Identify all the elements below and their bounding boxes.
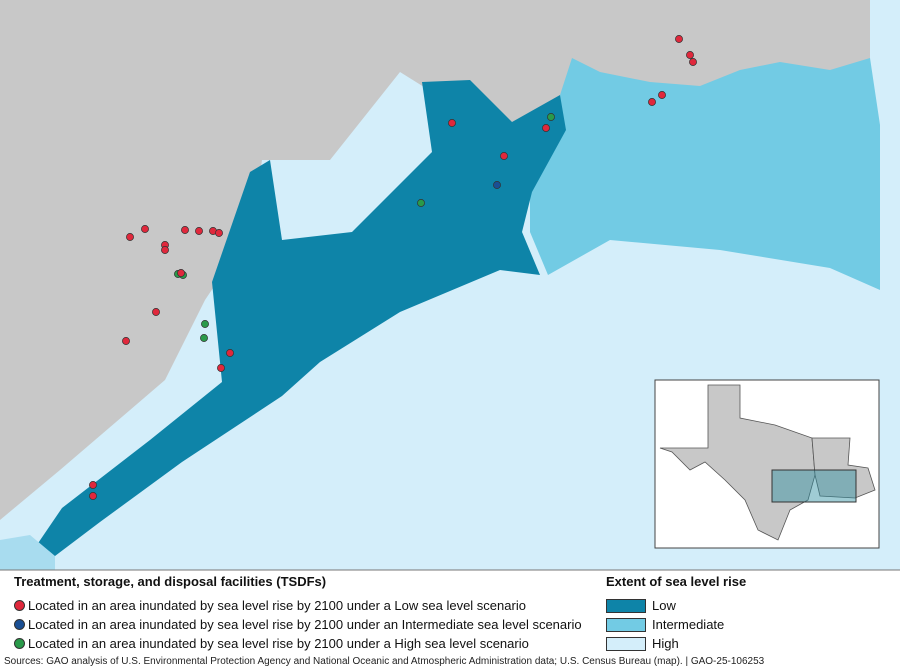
facility-marker-red: [181, 226, 189, 234]
facility-marker-red: [542, 124, 550, 132]
facility-marker-red: [89, 492, 97, 500]
legend-label: Intermediate: [652, 617, 725, 632]
land: [0, 0, 870, 520]
blue-dot-icon: [14, 619, 25, 630]
inset-locator-map: [654, 379, 880, 549]
legend-label: High: [652, 636, 679, 651]
legend-item-intermediate: Intermediate: [606, 615, 746, 634]
sea-level-legend-title: Extent of sea level rise: [606, 574, 747, 589]
facility-marker-red: [141, 225, 149, 233]
source-note: Sources: GAO analysis of U.S. Environmen…: [4, 656, 765, 667]
facility-marker-green: [200, 334, 208, 342]
facility-marker-red: [161, 246, 169, 254]
red-dot-icon: [14, 600, 25, 611]
legend-label: Located in an area inundated by sea leve…: [28, 617, 582, 632]
facility-marker-red: [217, 364, 225, 372]
facility-marker-red: [648, 98, 656, 106]
facility-marker-red: [658, 91, 666, 99]
legend-label: Located in an area inundated by sea leve…: [28, 636, 529, 651]
facility-marker-red: [689, 58, 697, 66]
legend-item-high: High: [606, 634, 746, 653]
study-area-box: [771, 469, 857, 503]
facility-marker-red: [500, 152, 508, 160]
intermediate-swatch: [606, 617, 646, 632]
louisiana-outline: [811, 437, 876, 499]
facility-marker-red: [448, 119, 456, 127]
facility-marker-green: [201, 320, 209, 328]
facility-marker-red: [686, 51, 694, 59]
sea-level-rise-intermediate: [530, 58, 880, 290]
legend-item-low-facility: Located in an area inundated by sea leve…: [14, 596, 582, 615]
facility-marker-red: [675, 35, 683, 43]
facility-marker-red: [126, 233, 134, 241]
facilities-legend: Treatment, storage, and disposal facilit…: [14, 574, 582, 653]
green-dot-icon: [14, 638, 25, 649]
legend-item-intermediate-facility: Located in an area inundated by sea leve…: [14, 615, 582, 634]
facility-marker-red: [152, 308, 160, 316]
legend-label: Located in an area inundated by sea leve…: [28, 598, 526, 613]
facility-marker-green: [417, 199, 425, 207]
facility-marker-red: [226, 349, 234, 357]
facility-marker-red: [89, 481, 97, 489]
facility-points: [89, 35, 697, 500]
facilities-legend-title: Treatment, storage, and disposal facilit…: [14, 574, 327, 589]
facility-marker-red: [177, 269, 185, 277]
facility-marker-red: [215, 229, 223, 237]
legend-label: Low: [652, 598, 676, 613]
map: [0, 0, 900, 571]
texas-outline: [659, 384, 816, 541]
facility-marker-green: [547, 113, 555, 121]
facility-marker-red: [195, 227, 203, 235]
legend-item-low: Low: [606, 596, 746, 615]
high-coastal-strip: [0, 535, 55, 570]
sea-level-legend: Extent of sea level rise Low Intermediat…: [606, 574, 746, 653]
high-swatch: [606, 636, 646, 651]
legend-item-high-facility: Located in an area inundated by sea leve…: [14, 634, 582, 653]
facility-marker-blue: [493, 181, 501, 189]
sea-level-rise-low: [30, 80, 566, 556]
low-swatch: [606, 598, 646, 613]
facility-marker-red: [122, 337, 130, 345]
